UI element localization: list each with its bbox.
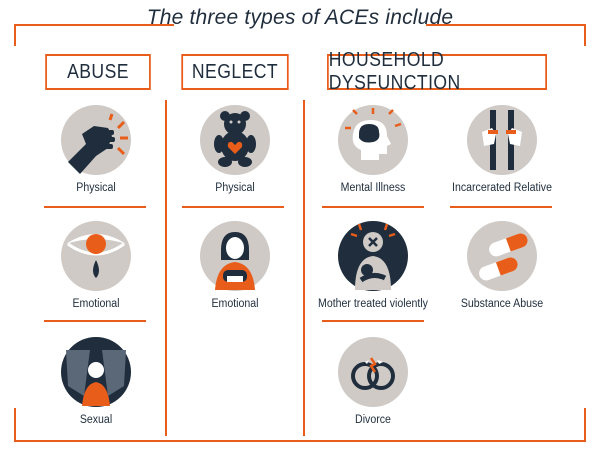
column-divider-2 (303, 100, 305, 436)
item-label: Physical (215, 182, 255, 194)
fist-icon (61, 105, 131, 175)
category-abuse: ABUSE (45, 54, 151, 90)
category-abuse-label: ABUSE (67, 60, 129, 83)
frame-bottom (14, 440, 586, 442)
tearful-eye-icon (61, 221, 131, 291)
item-label: Sexual (79, 414, 113, 426)
separator-neglect-1 (182, 206, 284, 208)
item-hd-mental-illness: Mental Illness (303, 104, 443, 194)
item-label: Emotional (72, 298, 120, 310)
prison-bars-icon (467, 105, 537, 175)
frame-right-bottom (584, 408, 586, 442)
item-label: Substance Abuse (460, 298, 544, 310)
column-divider-1 (165, 100, 167, 436)
broken-rings-icon (338, 337, 408, 407)
teddy-bear-icon (200, 105, 270, 175)
category-neglect: NEGLECT (181, 54, 289, 90)
item-label: Emotional (211, 298, 259, 310)
item-hd-mother-violence: Mother treated violently (303, 220, 443, 310)
item-abuse-sexual: Sexual (26, 336, 166, 426)
frame-top-left (14, 24, 174, 26)
head-brain-icon (338, 105, 408, 175)
curtained-child-icon (61, 337, 131, 407)
item-label: Divorce (355, 414, 391, 426)
frame-top-right (426, 24, 586, 26)
separator-abuse-1 (44, 206, 146, 208)
item-hd-substance-abuse: Substance Abuse (432, 220, 572, 310)
item-label: Mother treated violently (318, 298, 428, 310)
injured-mother-icon (338, 221, 408, 291)
separator-hd-2 (450, 206, 552, 208)
separator-hd-3 (322, 320, 424, 322)
item-hd-divorce: Divorce (303, 336, 443, 426)
frame-right-top (584, 24, 586, 46)
item-neglect-emotional: Emotional (165, 220, 305, 310)
item-abuse-physical: Physical (26, 104, 166, 194)
pills-icon (467, 221, 537, 291)
separator-abuse-2 (44, 320, 146, 322)
item-abuse-emotional: Emotional (26, 220, 166, 310)
frame-left-top (14, 24, 16, 46)
item-neglect-physical: Physical (165, 104, 305, 194)
separator-hd-1 (322, 206, 424, 208)
category-household-label: HOUSEHOLD DYSFUNCTION (328, 49, 461, 94)
item-label: Physical (76, 182, 116, 194)
category-household-dysfunction: HOUSEHOLD DYSFUNCTION (327, 49, 547, 94)
page-title: The three types of ACEs include (146, 6, 454, 29)
category-neglect-label: NEGLECT (191, 60, 279, 83)
item-label: Mental Illness (340, 182, 406, 194)
item-hd-incarcerated: Incarcerated Relative (432, 104, 572, 194)
item-label: Incarcerated Relative (452, 182, 552, 194)
frame-left-bottom (14, 408, 16, 442)
sitting-child-icon (200, 221, 270, 291)
